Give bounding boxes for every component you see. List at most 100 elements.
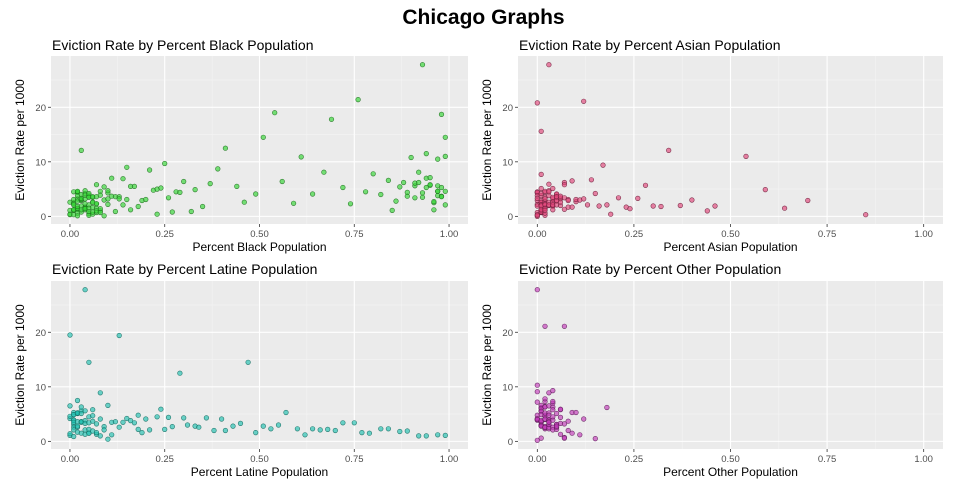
data-point xyxy=(86,430,92,436)
data-point xyxy=(184,422,191,428)
data-point xyxy=(78,404,84,410)
data-point xyxy=(534,287,540,293)
data-point xyxy=(120,202,126,208)
data-point xyxy=(116,196,122,202)
data-point xyxy=(268,426,274,432)
data-point xyxy=(550,398,556,405)
data-point xyxy=(105,196,111,202)
data-point xyxy=(101,213,107,219)
data-point xyxy=(177,189,183,195)
x-tick-label: 0.00 xyxy=(528,229,547,240)
data-point xyxy=(435,188,441,194)
data-point xyxy=(689,197,695,203)
data-point xyxy=(128,207,134,213)
data-point xyxy=(279,178,285,185)
data-point xyxy=(215,166,221,172)
data-point xyxy=(332,427,338,434)
data-point xyxy=(181,178,187,185)
y-tick-label: 0 xyxy=(508,437,513,448)
data-point xyxy=(74,188,81,194)
data-point xyxy=(222,427,228,434)
data-point xyxy=(615,195,622,201)
x-tick-label: 0.25 xyxy=(625,454,644,465)
data-point xyxy=(135,426,141,433)
data-point xyxy=(404,428,410,434)
points-layer xyxy=(67,287,448,442)
data-point xyxy=(385,177,392,183)
chart-panel-4: Eviction Rate by Percent Other Populatio… xyxy=(480,261,943,479)
data-point xyxy=(416,179,422,186)
data-point xyxy=(627,206,633,212)
data-point xyxy=(340,184,346,191)
x-tick-label: 0.50 xyxy=(721,454,740,465)
x-tick-label: 1.00 xyxy=(914,454,933,465)
data-point xyxy=(666,147,672,153)
data-point xyxy=(101,184,107,190)
data-point xyxy=(762,187,768,193)
data-point xyxy=(584,202,591,208)
x-tick-label: 0.00 xyxy=(528,454,547,465)
data-point xyxy=(260,134,266,140)
data-point xyxy=(569,178,575,184)
y-tick-label: 10 xyxy=(502,382,513,393)
data-point xyxy=(550,388,556,394)
data-point xyxy=(419,194,426,200)
data-point xyxy=(397,184,403,190)
data-point xyxy=(565,418,571,424)
data-point xyxy=(581,416,587,422)
data-point xyxy=(561,323,568,329)
data-point xyxy=(105,436,111,442)
data-point xyxy=(120,419,126,425)
data-point xyxy=(116,424,122,430)
data-point xyxy=(86,359,92,365)
data-point xyxy=(397,428,403,435)
data-point xyxy=(370,171,376,177)
data-point xyxy=(93,182,100,188)
x-tick-label: 0.25 xyxy=(155,454,174,465)
data-point xyxy=(169,424,175,430)
data-point xyxy=(542,323,548,329)
data-point xyxy=(71,427,77,433)
data-point xyxy=(321,169,327,175)
data-point xyxy=(704,208,710,214)
data-point xyxy=(93,430,100,436)
data-point xyxy=(534,389,540,395)
data-point xyxy=(359,430,365,436)
data-point xyxy=(310,426,316,432)
data-point xyxy=(169,209,175,215)
x-tick-label: 1.00 xyxy=(440,454,459,465)
data-point xyxy=(557,431,564,437)
data-point xyxy=(435,156,441,162)
data-point xyxy=(105,402,111,409)
data-point xyxy=(592,190,598,197)
data-point xyxy=(438,194,445,200)
data-point xyxy=(135,412,141,418)
data-point xyxy=(534,100,540,106)
data-point xyxy=(423,433,429,439)
data-point xyxy=(131,183,137,189)
data-point xyxy=(427,175,433,181)
data-point xyxy=(90,407,96,413)
data-point xyxy=(546,181,552,187)
data-point xyxy=(196,424,202,430)
data-point xyxy=(291,200,297,206)
chart-panel-3: Eviction Rate by Percent Latine Populati… xyxy=(13,261,468,479)
data-point xyxy=(294,426,301,432)
data-point xyxy=(177,370,183,376)
x-tick-label: 0.00 xyxy=(61,229,80,240)
chart-title: Eviction Rate by Percent Asian Populatio… xyxy=(519,37,781,53)
points-layer xyxy=(534,287,610,443)
data-point xyxy=(419,190,426,196)
data-point xyxy=(275,422,282,428)
x-tick-label: 0.50 xyxy=(721,229,740,240)
x-tick-label: 0.25 xyxy=(625,229,644,240)
data-point xyxy=(101,427,107,433)
y-tick-label: 20 xyxy=(35,103,46,114)
data-point xyxy=(592,436,598,442)
data-point xyxy=(135,203,141,210)
x-tick-label: 1.00 xyxy=(440,229,459,240)
data-point xyxy=(553,410,560,417)
data-point xyxy=(139,430,145,436)
data-point xyxy=(534,437,540,443)
